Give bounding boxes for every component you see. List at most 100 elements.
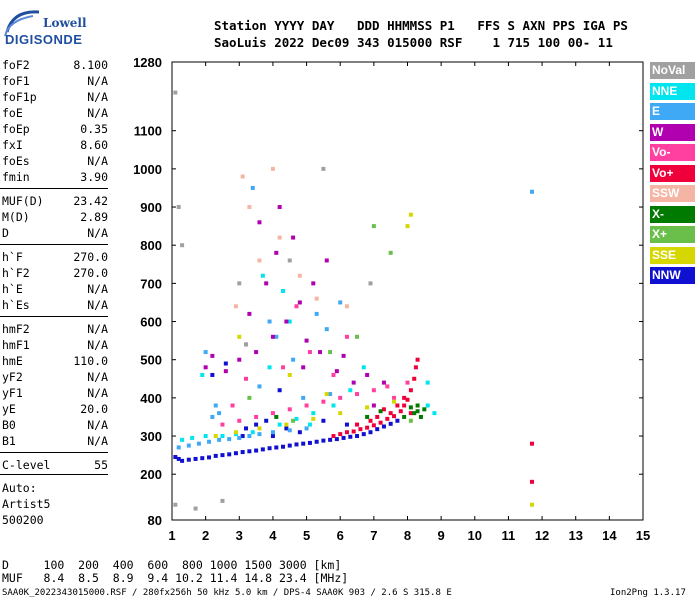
data-point [237, 435, 242, 440]
data-point [294, 442, 299, 447]
data-point [328, 392, 333, 397]
footer-version: Ion2Png 1.3.17 [610, 588, 686, 598]
param-key: yF2 [2, 370, 23, 384]
param-value: N/A [87, 434, 108, 448]
data-point [368, 281, 373, 286]
param-value: 270.0 [73, 250, 108, 264]
data-point [203, 365, 208, 370]
param-key: hmF2 [2, 322, 30, 336]
data-point [321, 438, 326, 443]
data-point [220, 498, 225, 503]
data-point [200, 372, 205, 377]
data-point [233, 451, 238, 456]
data-point [311, 411, 316, 416]
param-value: 0.35 [80, 122, 108, 136]
data-point [294, 416, 299, 421]
data-point [176, 205, 181, 210]
data-point [415, 357, 420, 362]
data-point [270, 411, 275, 416]
legend-item: NNE [650, 82, 695, 100]
data-point [277, 388, 282, 393]
y-tick-label: 900 [140, 200, 162, 215]
param-value: 8.100 [73, 58, 108, 72]
data-point [331, 434, 336, 439]
param-row: MUF(D) 23.42 [2, 194, 108, 209]
data-point [210, 353, 215, 358]
param-row: fxI 8.60 [2, 138, 108, 153]
param-key: h`E [2, 282, 23, 296]
data-point [415, 403, 420, 408]
data-point [361, 365, 366, 370]
data-point [321, 166, 326, 171]
data-point [318, 350, 323, 355]
param-value: N/A [87, 322, 108, 336]
data-point [413, 365, 418, 370]
data-point [344, 334, 349, 339]
data-point [402, 403, 407, 408]
auto-code: 500200 [2, 513, 44, 527]
data-point [314, 439, 319, 444]
data-point [344, 422, 349, 427]
data-point [321, 399, 326, 404]
data-point [368, 430, 373, 435]
param-value: N/A [87, 90, 108, 104]
data-point [344, 304, 349, 309]
data-point [294, 304, 299, 309]
data-point [254, 414, 259, 419]
param-row: h`Es N/A [2, 298, 108, 313]
param-key: yF1 [2, 386, 23, 400]
param-row: yF2 N/A [2, 370, 108, 385]
y-tick-label: 800 [140, 238, 162, 253]
data-point [328, 437, 333, 442]
param-row: hmE 110.0 [2, 354, 108, 369]
data-point [314, 296, 319, 301]
data-point [240, 174, 245, 179]
param-value: N/A [87, 370, 108, 384]
param-key: M(D) [2, 210, 30, 224]
data-point [304, 403, 309, 408]
data-point [274, 445, 279, 450]
param-key: foF1 [2, 74, 30, 88]
data-point [361, 432, 366, 437]
data-point [287, 319, 292, 324]
param-separator [0, 188, 108, 189]
legend-item: NoVal [650, 62, 695, 79]
data-point [240, 434, 245, 439]
data-point [365, 414, 370, 419]
param-row: foEs N/A [2, 154, 108, 169]
data-point [405, 224, 410, 229]
param-value: N/A [87, 74, 108, 88]
data-point [395, 418, 400, 423]
data-point [307, 350, 312, 355]
data-point [287, 372, 292, 377]
param-row: hmF1 N/A [2, 338, 108, 353]
data-point [244, 376, 249, 381]
data-point [217, 411, 222, 416]
param-row: foF1p N/A [2, 90, 108, 105]
data-point [237, 418, 242, 423]
data-point [247, 449, 252, 454]
data-point [277, 422, 282, 427]
x-tick-label: 8 [404, 528, 411, 543]
data-point [355, 392, 360, 397]
param-separator [0, 316, 108, 317]
data-point [324, 327, 329, 332]
data-point [173, 90, 178, 95]
data-point [193, 506, 198, 511]
data-point [408, 212, 413, 217]
data-point [355, 422, 360, 427]
data-point [529, 441, 534, 446]
param-key: foEp [2, 122, 30, 136]
data-point [227, 452, 232, 457]
data-point [287, 428, 292, 433]
data-point [311, 416, 316, 421]
data-point [432, 411, 437, 416]
x-tick-label: 9 [438, 528, 445, 543]
data-point [257, 384, 262, 389]
param-row: yF1 N/A [2, 386, 108, 401]
data-point [365, 372, 370, 377]
param-key: h`F2 [2, 266, 30, 280]
x-tick-label: 2 [202, 528, 209, 543]
data-point [254, 422, 259, 427]
data-point [324, 392, 329, 397]
